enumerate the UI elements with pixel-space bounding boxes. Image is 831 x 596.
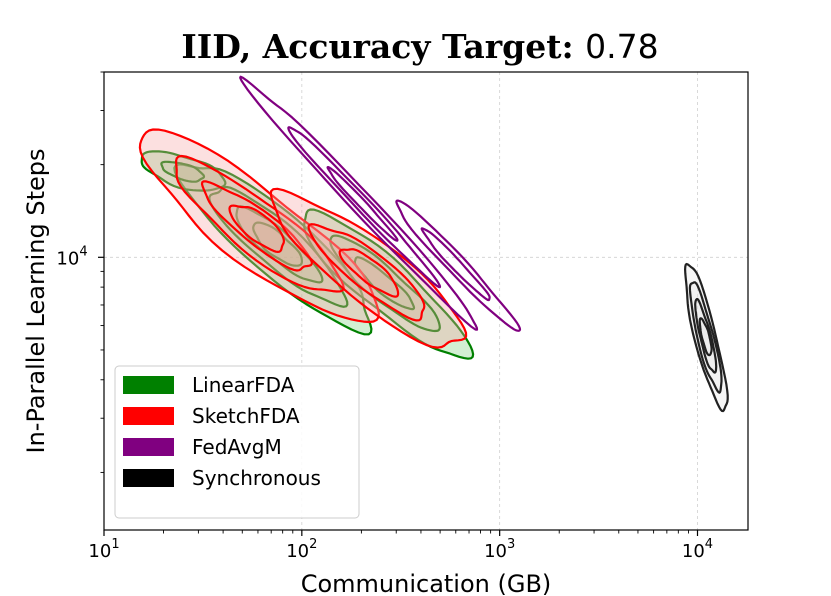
contour-synchronous-0-3 — [698, 317, 713, 357]
contour-linearfda-2-1 — [160, 160, 206, 183]
contour-fedavgm-1-0 — [395, 199, 522, 332]
x-tick-label: 102 — [286, 537, 317, 562]
contour-linearfda-0-3 — [252, 221, 303, 267]
contour-sketchfda-1-2 — [338, 248, 400, 298]
legend-label-synchronous: Synchronous — [192, 466, 321, 490]
x-tick-label: 104 — [682, 537, 713, 562]
legend-label-linearfda: LinearFDA — [192, 373, 295, 397]
contour-synchronous-0-1 — [688, 281, 723, 394]
contour-linearfda-1-2 — [353, 256, 416, 311]
legend: LinearFDA SketchFDA FedAvgM Synchronous — [114, 365, 360, 519]
contour-sketchfda-0-0 — [138, 128, 380, 324]
chart-title: IID, Accuracy Target: 0.78 — [181, 27, 658, 66]
legend-swatch-linearfda — [123, 376, 174, 394]
x-tick-label: 101 — [88, 537, 119, 562]
contour-linearfda-1-0 — [303, 208, 475, 360]
contour-fedavgm-0-2 — [326, 166, 399, 242]
axis-ticks: 101 102 103 104 104 — [56, 71, 713, 562]
y-axis-label: In-Parallel Learning Steps — [22, 149, 50, 454]
contour-fedavgm-1-1 — [420, 227, 491, 302]
legend-swatch-synchronous — [123, 469, 174, 487]
series-synchronous — [684, 262, 729, 413]
chart-title-prefix: IID, Accuracy Target: — [181, 27, 585, 66]
x-tick-label: 103 — [484, 537, 515, 562]
chart-title-value: 0.78 — [585, 27, 658, 66]
contour-layer — [138, 75, 729, 413]
x-axis-label: Communication (GB) — [301, 570, 552, 596]
legend-label-fedavgm: FedAvgM — [192, 435, 282, 459]
y-tick-label: 104 — [56, 244, 87, 269]
contour-fedavgm-0-1 — [287, 126, 442, 289]
legend-swatch-sketchfda — [123, 407, 174, 425]
legend-swatch-fedavgm — [123, 438, 174, 456]
contour-sketchfda-1-0 — [269, 187, 468, 349]
series-sketchfda — [138, 128, 468, 349]
contour-sketchfda-0-3 — [228, 204, 285, 253]
legend-label-sketchfda: SketchFDA — [192, 404, 300, 428]
contour-sketchfda-0-2 — [200, 180, 313, 272]
legend-box — [114, 365, 360, 519]
contour-fedavgm-0-0 — [239, 75, 479, 331]
series-fedavgm — [239, 75, 522, 332]
plot-frame — [103, 71, 749, 531]
series-linearfda — [140, 150, 475, 360]
